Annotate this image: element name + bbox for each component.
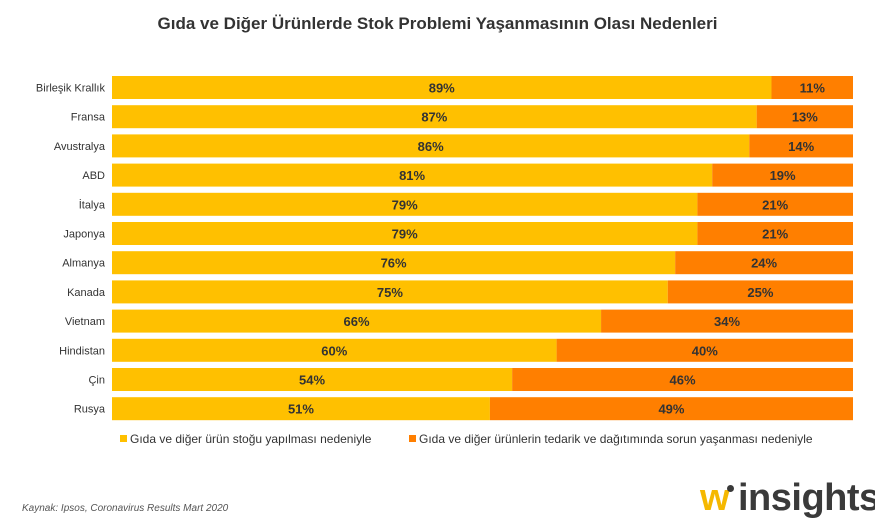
data-label: 21% <box>762 227 788 242</box>
bar-segment-stockpiling <box>112 397 490 421</box>
data-label: 86% <box>418 139 444 154</box>
data-label: 24% <box>751 256 777 271</box>
logo-mark: w <box>700 477 730 519</box>
bar-segment-supply-issues <box>712 163 853 187</box>
legend-swatch-stockpiling <box>120 435 127 442</box>
data-label: 49% <box>658 402 684 417</box>
category-label: Kanada <box>67 287 106 299</box>
bar-segment-supply-issues <box>697 192 853 216</box>
category-label: Vietnam <box>65 316 105 328</box>
category-label: Almanya <box>62 258 106 270</box>
category-label: Japonya <box>63 229 105 241</box>
category-label: Rusya <box>74 404 106 416</box>
data-label: 14% <box>788 139 814 154</box>
data-label: 46% <box>670 373 696 388</box>
winsights-logo: w insights <box>700 476 875 520</box>
bar-segment-stockpiling <box>112 134 750 158</box>
bar-segment-stockpiling <box>112 192 698 216</box>
category-label: Birleşik Krallık <box>36 83 106 95</box>
bar-segment-stockpiling <box>112 368 513 391</box>
data-label: 40% <box>692 343 718 358</box>
bar-segment-supply-issues <box>512 368 853 391</box>
legend-swatch-supply-issues <box>409 435 416 442</box>
category-label: Çin <box>88 375 105 387</box>
data-label: 51% <box>288 402 314 417</box>
bar-segment-supply-issues <box>749 134 853 158</box>
bar-segment-stockpiling <box>112 309 602 333</box>
bar-segment-supply-issues <box>756 105 853 129</box>
data-label: 89% <box>429 81 455 96</box>
legend-label-supply-issues: Gıda ve diğer ürünlerin tedarik ve dağıt… <box>419 432 813 446</box>
bar-segment-supply-issues <box>556 338 853 362</box>
bar-segment-stockpiling <box>112 251 676 275</box>
legend-item-supply-issues: Gıda ve diğer ürünlerin tedarik ve dağıt… <box>409 432 813 446</box>
bar-segment-supply-issues <box>489 397 853 421</box>
logo-text: insights <box>738 477 875 519</box>
data-label: 75% <box>377 285 403 300</box>
data-label: 81% <box>399 168 425 183</box>
bar-segment-supply-issues <box>601 309 853 333</box>
source-note: Kaynak: Ipsos, Coronavirus Results Mart … <box>22 503 229 514</box>
category-label: ABD <box>82 170 105 182</box>
category-label: Avustralya <box>54 141 106 153</box>
data-label: 76% <box>381 256 407 271</box>
bar-segment-supply-issues <box>697 222 853 245</box>
bar-segment-stockpiling <box>112 222 698 245</box>
data-label: 25% <box>747 285 773 300</box>
data-label: 13% <box>792 110 818 125</box>
data-label: 11% <box>800 81 826 96</box>
bar-segment-supply-issues <box>675 251 853 275</box>
category-label: Fransa <box>71 112 106 124</box>
category-label: İtalya <box>79 198 106 211</box>
data-label: 19% <box>770 168 796 183</box>
data-label: 34% <box>714 314 740 329</box>
bar-segment-stockpiling <box>112 280 668 304</box>
bar-segment-stockpiling <box>112 163 713 187</box>
data-label: 66% <box>344 314 370 329</box>
data-label: 87% <box>421 110 447 125</box>
bar-segment-stockpiling <box>112 338 557 362</box>
bar-segment-stockpiling <box>112 76 772 99</box>
bar-segment-supply-issues <box>667 280 853 304</box>
legend-item-stockpiling: Gıda ve diğer ürün stoğu yapılması neden… <box>120 432 371 446</box>
data-label: 79% <box>392 227 418 242</box>
bar-segment-supply-issues <box>771 76 853 99</box>
bar-segment-stockpiling <box>112 105 757 129</box>
data-label: 54% <box>299 373 325 388</box>
logo-dot-icon <box>727 485 734 492</box>
data-label: 21% <box>762 197 788 212</box>
data-label: 60% <box>321 343 347 358</box>
data-label: 79% <box>392 197 418 212</box>
category-label: Hindistan <box>59 345 105 357</box>
chart-title: Gıda ve Diğer Ürünlerde Stok Problemi Ya… <box>157 14 718 33</box>
legend-label-stockpiling: Gıda ve diğer ürün stoğu yapılması neden… <box>130 432 372 446</box>
